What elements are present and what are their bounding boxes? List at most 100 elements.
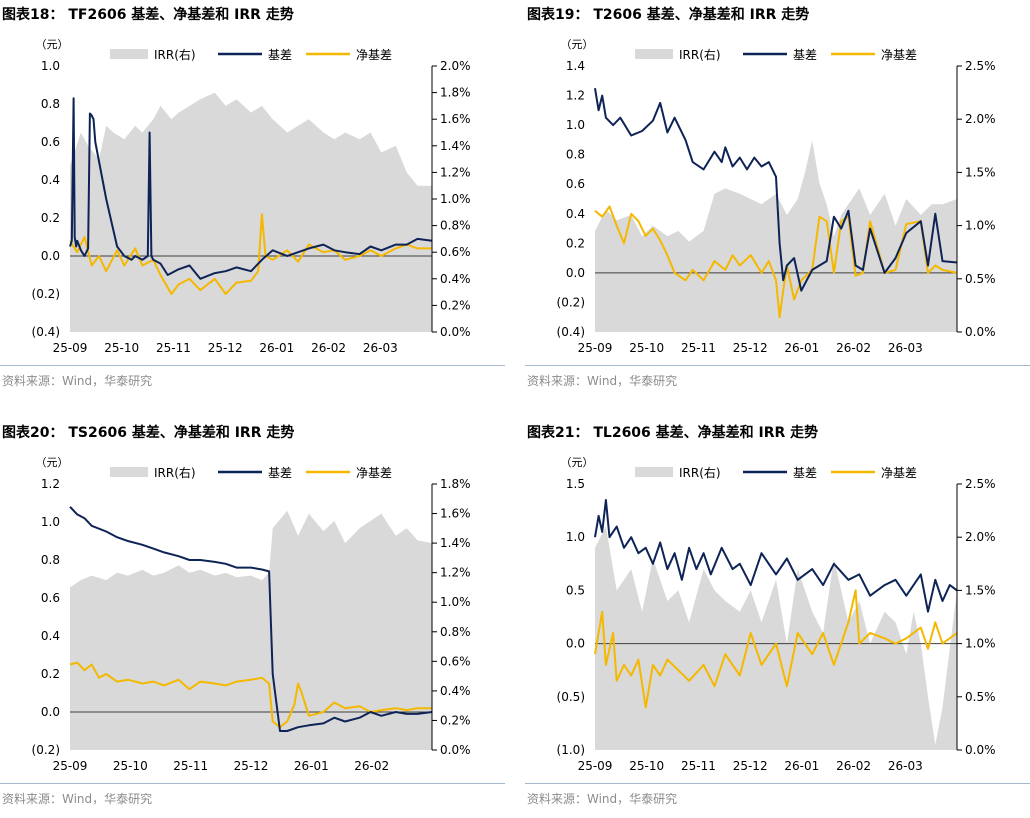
chart-panel-ts2606: 图表20： TS2606 基差、净基差和 IRR 走势 (0.2) 0.0 0.2 0… <box>0 418 505 818</box>
left-tick-label: 0.8 <box>41 97 60 111</box>
net-basis-line <box>594 589 958 709</box>
source-divider <box>525 783 1030 784</box>
irr-area <box>595 526 957 750</box>
left-tick-label: 0.2 <box>566 236 585 250</box>
left-tick-label: 0.6 <box>41 135 60 149</box>
right-tick-label: 1.6% <box>440 112 471 126</box>
x-tick-label: 25-09 <box>53 759 88 773</box>
left-tick-label: 0.0 <box>566 637 585 651</box>
right-tick-label: 0.2% <box>440 713 471 727</box>
right-tick-label: 0.8% <box>440 625 471 639</box>
legend-label-basis: 基差 <box>268 466 292 480</box>
right-tick-label: 0.0% <box>965 325 996 339</box>
left-tick-label: 1.0 <box>566 118 585 132</box>
right-tick-label: 0.6% <box>440 654 471 668</box>
x-tick-label: 26-01 <box>784 759 819 773</box>
left-tick-label: 0.4 <box>566 207 585 221</box>
x-tick-label: 25-12 <box>234 759 269 773</box>
x-tick-label: 26-01 <box>294 759 329 773</box>
x-tick-label: 25-09 <box>578 759 613 773</box>
right-tick-label: 1.0% <box>965 219 996 233</box>
left-tick-label: (0.2) <box>557 295 585 309</box>
legend-label-basis: 基差 <box>793 48 817 62</box>
right-tick-label: 1.5% <box>965 583 996 597</box>
chart-panel-tl2606: 图表21： TL2606 基差、净基差和 IRR 走势 (1.0) (0.5) 0.… <box>525 418 1030 818</box>
right-tick-label: 2.5% <box>965 477 996 491</box>
right-tick-label: 2.0% <box>440 59 471 73</box>
irr-area <box>70 92 432 332</box>
right-tick-label: 2.0% <box>965 530 996 544</box>
x-tick-label: 25-12 <box>208 341 243 355</box>
right-tick-label: 1.0% <box>440 192 471 206</box>
x-tick-label: 26-03 <box>363 341 398 355</box>
left-tick-label: 1.0 <box>41 515 60 529</box>
left-tick-label: 1.2 <box>41 477 60 491</box>
right-tick-label: 1.8% <box>440 86 471 100</box>
right-tick-label: 0.5% <box>965 690 996 704</box>
left-tick-label: (0.5) <box>557 690 585 704</box>
x-tick-label: 25-11 <box>681 341 716 355</box>
source-note: 资料来源：Wind，华泰研究 <box>527 374 678 388</box>
x-tick-label: 25-10 <box>629 759 664 773</box>
net-basis-line <box>69 661 432 729</box>
chart-title: 图表20： TS2606 基差、净基差和 IRR 走势 <box>2 425 295 441</box>
right-tick-label: 1.0% <box>965 637 996 651</box>
y-unit-label: （元） <box>36 38 69 51</box>
left-tick-label: 0.0 <box>41 705 60 719</box>
left-tick-label: 0.4 <box>41 629 60 643</box>
left-tick-label: 0.8 <box>566 148 585 162</box>
legend-swatch-irr <box>635 467 673 477</box>
left-tick-label: 1.0 <box>41 59 60 73</box>
left-tick-label: 0.6 <box>566 177 585 191</box>
legend-label-net: 净基差 <box>881 48 917 62</box>
legend-label-net: 净基差 <box>356 48 392 62</box>
source-note: 资料来源：Wind，华泰研究 <box>527 792 678 806</box>
left-tick-label: 0.5 <box>566 583 585 597</box>
legend-label-irr: IRR(右) <box>679 47 721 62</box>
x-tick-label: 26-03 <box>888 341 923 355</box>
right-tick-label: 2.0% <box>965 112 996 126</box>
x-tick-label: 26-01 <box>784 341 819 355</box>
x-tick-label: 25-11 <box>173 759 208 773</box>
x-tick-label: 25-11 <box>156 341 191 355</box>
chart-t2606: (0.4) (0.2) 0.0 0.2 0.4 0.6 0.8 1.0 1.2 1.4 0.0% 0.… <box>557 38 996 355</box>
right-tick-label: 0.0% <box>440 325 471 339</box>
right-tick-label: 0.0% <box>440 743 471 757</box>
right-tick-label: 0.2% <box>440 298 471 312</box>
x-tick-label: 25-10 <box>113 759 148 773</box>
irr-area <box>70 510 432 750</box>
basis-line <box>594 499 958 613</box>
source-note: 资料来源：Wind，华泰研究 <box>2 792 153 806</box>
right-tick-label: 1.6% <box>440 507 471 521</box>
right-tick-label: 0.4% <box>440 684 471 698</box>
source-divider <box>525 365 1030 366</box>
basis-line <box>69 506 433 732</box>
y-unit-label: （元） <box>561 456 594 469</box>
legend-swatch-irr <box>110 467 148 477</box>
chart-panel-t2606: 图表19： T2606 基差、净基差和 IRR 走势 (0.4) (0.2) 0.0… <box>525 0 1030 400</box>
x-tick-label: 26-02 <box>354 759 389 773</box>
basis-line <box>69 97 433 280</box>
left-tick-label: 0.0 <box>41 249 60 263</box>
x-tick-label: 25-10 <box>104 341 139 355</box>
left-tick-label: (0.2) <box>32 287 60 301</box>
legend-label-net: 净基差 <box>356 466 392 480</box>
left-tick-label: 1.0 <box>566 530 585 544</box>
chart-tf2606: (0.4) (0.2) 0.0 0.2 0.4 0.6 0.8 1.0 0.0% 0.2% 0.4%… <box>32 38 471 355</box>
x-tick-label: 26-01 <box>259 341 294 355</box>
chart-ts2606: (0.2) 0.0 0.2 0.4 0.6 0.8 1.0 1.2 0.0% 0.2% 0.4% 0.… <box>32 456 471 773</box>
right-tick-label: 0.6% <box>440 245 471 259</box>
legend-label-basis: 基差 <box>268 48 292 62</box>
y-unit-label: （元） <box>561 38 594 51</box>
x-tick-label: 26-02 <box>836 341 871 355</box>
left-tick-label: 1.4 <box>566 59 585 73</box>
x-tick-label: 26-02 <box>836 759 871 773</box>
left-tick-label: (0.4) <box>32 325 60 339</box>
chart-title: 图表18： TF2606 基差、净基差和 IRR 走势 <box>2 7 294 23</box>
legend-label-irr: IRR(右) <box>679 465 721 480</box>
left-tick-label: (0.2) <box>32 743 60 757</box>
left-tick-label: (1.0) <box>557 743 585 757</box>
right-tick-label: 1.2% <box>440 165 471 179</box>
x-tick-label: 25-10 <box>629 341 664 355</box>
left-tick-label: 1.5 <box>566 477 585 491</box>
